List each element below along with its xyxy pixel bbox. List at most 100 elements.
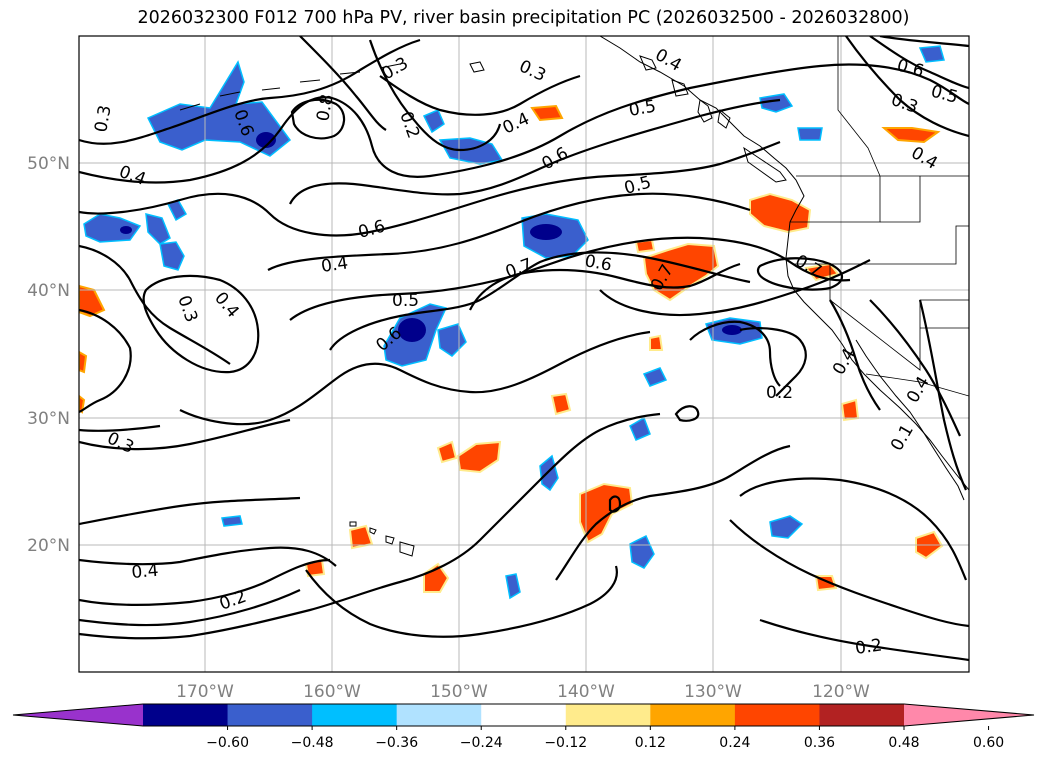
precip-core-neg-4 xyxy=(722,325,742,335)
colorbar-tick-label: −0.48 xyxy=(291,735,334,751)
pv-contour-14 xyxy=(179,330,651,426)
lat-label-50n: 50°N xyxy=(27,154,70,174)
pv-contour-1 xyxy=(79,38,421,145)
colorbar-segment xyxy=(650,704,736,726)
border-bc-alberta xyxy=(837,36,881,177)
lon-label-140w: 140°W xyxy=(557,682,615,702)
colorbar: −0.60 −0.48 −0.36 −0.24 −0.12 0.12 0.24 0.36 0.4… xyxy=(12,703,1035,751)
contour-label: 0.2 xyxy=(766,383,793,403)
precip-blob-neg-1 xyxy=(146,60,292,157)
precip-strong-negative-cores xyxy=(120,132,742,342)
map-title: 2026032300 F012 700 hPa PV, river basin … xyxy=(137,8,910,28)
pv-contour-12 xyxy=(599,259,871,317)
colorbar-tick-label: 0.48 xyxy=(888,735,919,751)
pv-contour-11 xyxy=(469,262,741,311)
lon-label-130w: 130°W xyxy=(684,682,742,702)
border-idaho xyxy=(880,176,921,223)
colorbar-tick-label: 0.36 xyxy=(804,735,835,751)
pv-contour-30 xyxy=(739,327,807,397)
precip-blob-neg-17 xyxy=(505,573,521,600)
pv-contour-31 xyxy=(829,299,881,411)
colorbar-tick-label: −0.12 xyxy=(544,735,587,751)
precip-blob-neg-3 xyxy=(145,213,171,245)
precip-core-neg-2 xyxy=(398,318,426,342)
contour-label: 0.2 xyxy=(854,635,884,659)
pv-contour-33 xyxy=(845,36,969,138)
precip-blob-neg-15 xyxy=(422,109,445,134)
pv-contour-36 xyxy=(379,74,581,116)
colorbar-segment xyxy=(227,704,313,726)
pv-contour-22 xyxy=(305,565,618,638)
contour-label: 0.4 xyxy=(131,561,160,583)
colorbar-tick-label: −0.60 xyxy=(206,735,249,751)
pv-contour-3 xyxy=(79,140,781,237)
border-us-mexico xyxy=(865,373,969,397)
precip-blob-pos-7 xyxy=(530,104,564,122)
precip-blob-neg-10 xyxy=(759,93,794,113)
coastline-alaska-islands-1 xyxy=(639,55,657,71)
lat-label-20n: 20°N xyxy=(27,536,70,556)
contour-label: 0.5 xyxy=(627,97,657,121)
contour-label: 0.6 xyxy=(583,251,613,275)
pv-contour-40 xyxy=(918,299,968,491)
pv-contour-16 xyxy=(79,424,161,432)
precip-blob-pos-18 xyxy=(649,334,664,351)
precip-blob-pos-12 xyxy=(79,284,106,318)
pv-contour-24 xyxy=(608,495,622,513)
pv-contour-23 xyxy=(555,444,791,581)
pv-contour-34 xyxy=(869,36,969,90)
coastline-hawaii-maui xyxy=(385,535,395,545)
precip-blob-neg-12 xyxy=(629,534,655,569)
pv-contour-15 xyxy=(79,418,291,451)
pv-contour-10 xyxy=(329,251,751,351)
colorbar-tick-label: 0.24 xyxy=(719,735,750,751)
colorbar-extend-high xyxy=(904,704,1034,726)
precip-blob-neg-19 xyxy=(221,515,243,527)
pv-contour-37 xyxy=(368,39,502,152)
colorbar-tick-label: 0.12 xyxy=(635,735,666,751)
precip-blob-neg-21 xyxy=(629,416,651,441)
map-border xyxy=(78,35,970,673)
coastline-north-america xyxy=(599,36,969,491)
precip-blob-pos-2 xyxy=(749,192,812,234)
colorbar-segment xyxy=(565,704,651,726)
pv-contour-38 xyxy=(299,36,387,131)
pv-contour-4 xyxy=(289,98,781,205)
longitude-labels: 170°W 160°W 150°W 140°W 130°W 120°W xyxy=(176,682,870,702)
coastline-haida-gwaii xyxy=(697,99,713,123)
precip-blob-neg-4 xyxy=(159,241,185,271)
precip-blob-pos-19 xyxy=(79,350,88,374)
colorbar-tick-label: −0.36 xyxy=(375,735,418,751)
precip-blob-neg-18 xyxy=(918,45,945,63)
pv-contour-27 xyxy=(729,519,969,628)
pv-contour-17 xyxy=(79,496,301,526)
pv-contours xyxy=(79,36,969,662)
colorbar-segment xyxy=(481,704,567,726)
pv-contour-7 xyxy=(142,274,260,374)
pv-contour-26 xyxy=(739,477,968,581)
lon-label-170w: 170°W xyxy=(176,682,234,702)
pv-contour-25 xyxy=(674,405,700,422)
contour-label: 0.5 xyxy=(392,291,419,311)
precip-core-neg-3 xyxy=(256,132,276,148)
pv-contour-5 xyxy=(267,192,751,271)
colorbar-segment xyxy=(312,704,398,726)
lon-label-120w: 120°W xyxy=(812,682,870,702)
precip-blob-neg-16 xyxy=(642,367,668,387)
lat-label-30n: 30°N xyxy=(27,409,70,429)
lat-label-40n: 40°N xyxy=(27,281,70,301)
pv-contour-29 xyxy=(689,320,781,387)
pv-contour-35 xyxy=(879,36,969,48)
lon-label-160w: 160°W xyxy=(303,682,361,702)
precip-blob-pos-4 xyxy=(456,440,502,474)
pv-contour-2 xyxy=(79,63,969,184)
coastline-aleutian-islands xyxy=(179,63,401,111)
contour-label: 0.4 xyxy=(320,253,350,277)
lon-label-150w: 150°W xyxy=(430,682,488,702)
precip-blob-pos-8 xyxy=(348,524,374,550)
pv-contour-6 xyxy=(79,244,231,365)
colorbar-extend-low xyxy=(13,704,143,726)
latitude-labels: 50°N 40°N 30°N 20°N xyxy=(27,154,70,556)
colorbar-segment xyxy=(819,704,905,726)
precip-blob-pos-11 xyxy=(550,392,572,416)
